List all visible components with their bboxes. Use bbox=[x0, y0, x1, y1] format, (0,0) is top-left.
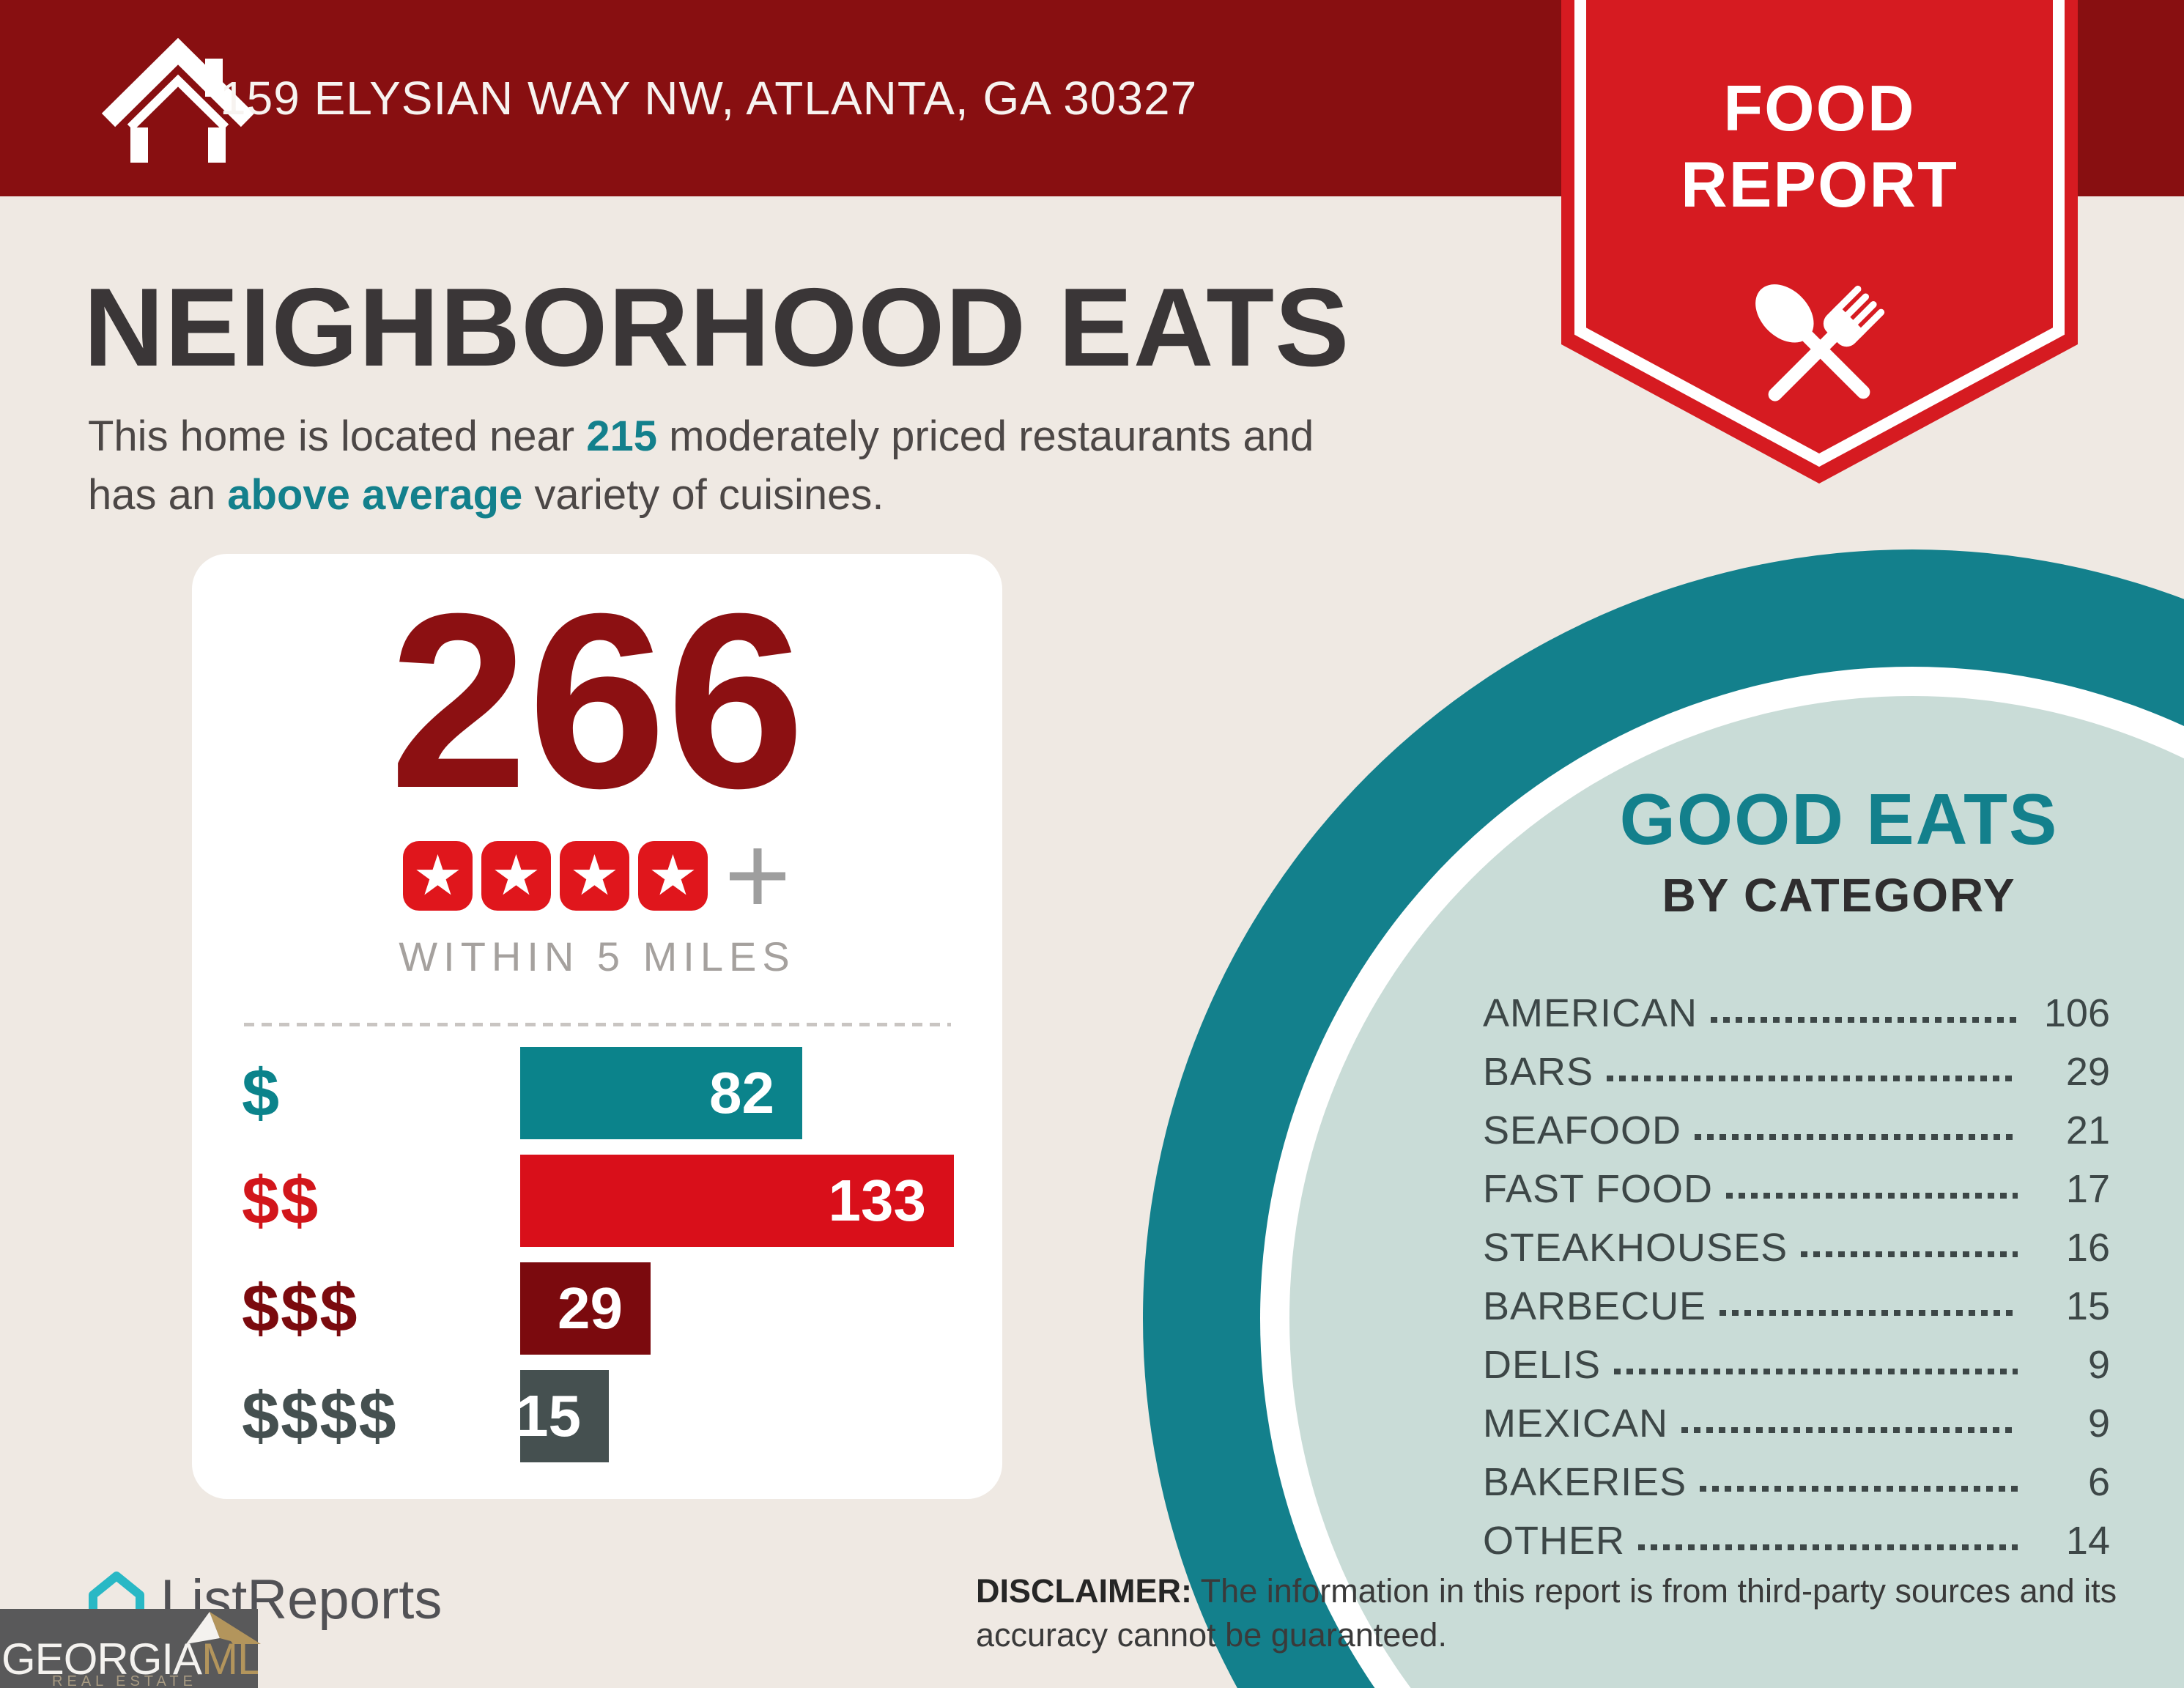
variety-highlight: above average bbox=[227, 471, 523, 519]
dashed-divider bbox=[243, 1023, 951, 1026]
home-icon bbox=[101, 38, 255, 163]
restaurant-count: 266 bbox=[389, 562, 805, 840]
star-icon: ★ bbox=[560, 841, 629, 911]
page-title: NEIGHBORHOOD EATS bbox=[84, 265, 1350, 390]
category-value: 21 bbox=[2065, 1108, 2110, 1152]
price-tier-label: $$$$ bbox=[242, 1378, 398, 1454]
price-tier-bar: 29 bbox=[520, 1262, 651, 1355]
rating-stars: ★ ★ ★ ★ bbox=[403, 841, 708, 911]
ribbon-line1: FOOD bbox=[1723, 72, 1916, 144]
category-label: STEAKHOUSES bbox=[1483, 1226, 1788, 1270]
category-label: AMERICAN bbox=[1483, 991, 1698, 1035]
category-label: BARBECUE bbox=[1483, 1284, 1707, 1328]
category-label: FAST FOOD bbox=[1483, 1167, 1714, 1211]
summary-card: 266 ★ ★ ★ ★ WITHIN 5 MILES $ 82 $$ 133 $… bbox=[192, 554, 1002, 1499]
page-subtitle: This home is located near 215 moderately… bbox=[88, 407, 1314, 525]
subtitle-text: This home is located near bbox=[88, 412, 587, 460]
price-tier-bar: 133 bbox=[520, 1155, 954, 1247]
plus-icon bbox=[730, 848, 785, 904]
price-tier-value: 82 bbox=[709, 1060, 774, 1125]
category-label: BAKERIES bbox=[1483, 1460, 1687, 1504]
price-tier-value: 29 bbox=[558, 1276, 623, 1341]
category-label: OTHER bbox=[1483, 1519, 1625, 1563]
category-row: STEAKHOUSES 16 bbox=[1483, 1225, 2110, 1270]
ribbon-line2: REPORT bbox=[1681, 148, 1958, 221]
price-tier-value: 133 bbox=[828, 1168, 926, 1233]
category-row: DELIS 9 bbox=[1483, 1342, 2110, 1387]
price-tier-label: $$ bbox=[242, 1163, 320, 1238]
dot-leader bbox=[1720, 1310, 2018, 1316]
radius-label: WITHIN 5 MILES bbox=[399, 933, 796, 980]
category-row: SEAFOOD 21 bbox=[1483, 1108, 2110, 1152]
dot-leader bbox=[1614, 1369, 2018, 1374]
category-value: 9 bbox=[2087, 1402, 2110, 1445]
dot-leader bbox=[1700, 1486, 2018, 1492]
category-row: BARS 29 bbox=[1483, 1049, 2110, 1094]
star-icon: ★ bbox=[638, 841, 708, 911]
dot-leader bbox=[1801, 1251, 2018, 1257]
good-eats-subtitle: BY CATEGORY bbox=[1662, 869, 2016, 922]
mls-roof-icon bbox=[186, 1612, 261, 1644]
disclaimer-label: DISCLAIMER: bbox=[976, 1572, 1192, 1610]
category-value: 14 bbox=[2065, 1519, 2110, 1563]
ribbon-shape bbox=[1561, 0, 2078, 484]
category-value: 6 bbox=[2087, 1460, 2110, 1504]
dot-leader bbox=[1607, 1076, 2018, 1081]
category-label: DELIS bbox=[1483, 1343, 1602, 1387]
georgia-mls-badge: GEORGIAMLS REAL ESTATE SERVICES bbox=[0, 1609, 258, 1688]
category-label: BARS bbox=[1483, 1050, 1594, 1094]
restaurant-count-inline: 215 bbox=[586, 412, 658, 460]
dot-leader bbox=[1695, 1134, 2018, 1140]
mls-services-text: REAL ESTATE SERVICES bbox=[52, 1673, 197, 1688]
dot-leader bbox=[1711, 1017, 2018, 1023]
category-row: BAKERIES 6 bbox=[1483, 1459, 2110, 1504]
category-value: 9 bbox=[2087, 1343, 2110, 1387]
category-row: MEXICAN 9 bbox=[1483, 1401, 2110, 1445]
dot-leader bbox=[1726, 1193, 2018, 1199]
category-row: OTHER 14 bbox=[1483, 1518, 2110, 1563]
disclaimer: DISCLAIMER: The information in this repo… bbox=[976, 1569, 2133, 1657]
price-tier-bar: 82 bbox=[520, 1047, 802, 1139]
category-value: 17 bbox=[2065, 1167, 2110, 1211]
star-icon: ★ bbox=[481, 841, 551, 911]
price-tier-row: $ 82 bbox=[242, 1047, 960, 1139]
subtitle-text: variety of cuisines. bbox=[522, 471, 884, 519]
price-tier-bar: 15 bbox=[516, 1370, 609, 1462]
subtitle-text: moderately priced restaurants and bbox=[657, 412, 1314, 460]
food-report-ribbon: FOOD REPORT bbox=[1561, 0, 2078, 513]
category-value: 16 bbox=[2065, 1226, 2110, 1270]
category-value: 29 bbox=[2065, 1050, 2110, 1094]
price-tier-chart: $ 82 $$ 133 $$$ 29 $$$$ 15 bbox=[242, 1047, 960, 1478]
good-eats-header: GOOD EATS BY CATEGORY bbox=[1524, 778, 2154, 922]
spoon-fork-icon bbox=[1755, 284, 1885, 401]
category-value: 15 bbox=[2065, 1284, 2110, 1328]
georgia-mls-wordmark: GEORGIAMLS bbox=[1, 1634, 258, 1684]
dot-leader bbox=[1638, 1544, 2018, 1550]
price-tier-label: $ bbox=[242, 1055, 281, 1130]
ribbon-title: FOOD REPORT bbox=[1561, 70, 2078, 223]
mls-georgia-text: GEORGIA bbox=[1, 1635, 202, 1684]
good-eats-list: AMERICAN 106 BARS 29 SEAFOOD 21 FAST FOO… bbox=[1483, 991, 2110, 1577]
disclaimer-text: The information in this report is from t… bbox=[976, 1572, 2117, 1654]
category-row: BARBECUE 15 bbox=[1483, 1284, 2110, 1328]
star-icon: ★ bbox=[403, 841, 473, 911]
price-tier-row: $$ 133 bbox=[242, 1155, 960, 1247]
price-tier-value: 15 bbox=[516, 1383, 581, 1448]
rating-row: ★ ★ ★ ★ bbox=[192, 841, 1002, 911]
category-value: 106 bbox=[2043, 991, 2110, 1035]
category-row: FAST FOOD 17 bbox=[1483, 1166, 2110, 1211]
property-address: 159 ELYSIAN WAY NW, ATLANTA, GA 30327 bbox=[220, 72, 1198, 125]
price-tier-row: $$$$ 15 bbox=[242, 1370, 960, 1462]
dot-leader bbox=[1681, 1427, 2018, 1433]
category-label: MEXICAN bbox=[1483, 1402, 1669, 1445]
category-row: AMERICAN 106 bbox=[1483, 991, 2110, 1035]
price-tier-row: $$$ 29 bbox=[242, 1262, 960, 1355]
category-label: SEAFOOD bbox=[1483, 1108, 1682, 1152]
price-tier-label: $$$ bbox=[242, 1270, 359, 1346]
subtitle-text: has an bbox=[88, 471, 228, 519]
good-eats-title: GOOD EATS bbox=[1619, 779, 2059, 859]
